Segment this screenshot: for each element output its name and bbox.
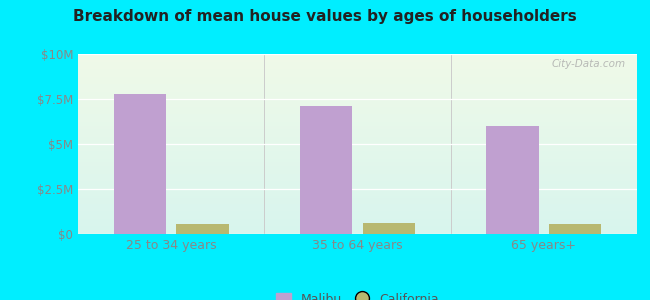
Bar (114, 94, 166, 234)
Bar (300, 106, 352, 234)
Bar (549, 224, 601, 234)
Text: Breakdown of mean house values by ages of householders: Breakdown of mean house values by ages o… (73, 9, 577, 24)
Bar (486, 126, 539, 234)
Text: City-Data.com: City-Data.com (552, 59, 626, 69)
Bar (363, 223, 415, 234)
Bar (176, 224, 229, 234)
Legend: Malibu, California: Malibu, California (271, 287, 444, 300)
